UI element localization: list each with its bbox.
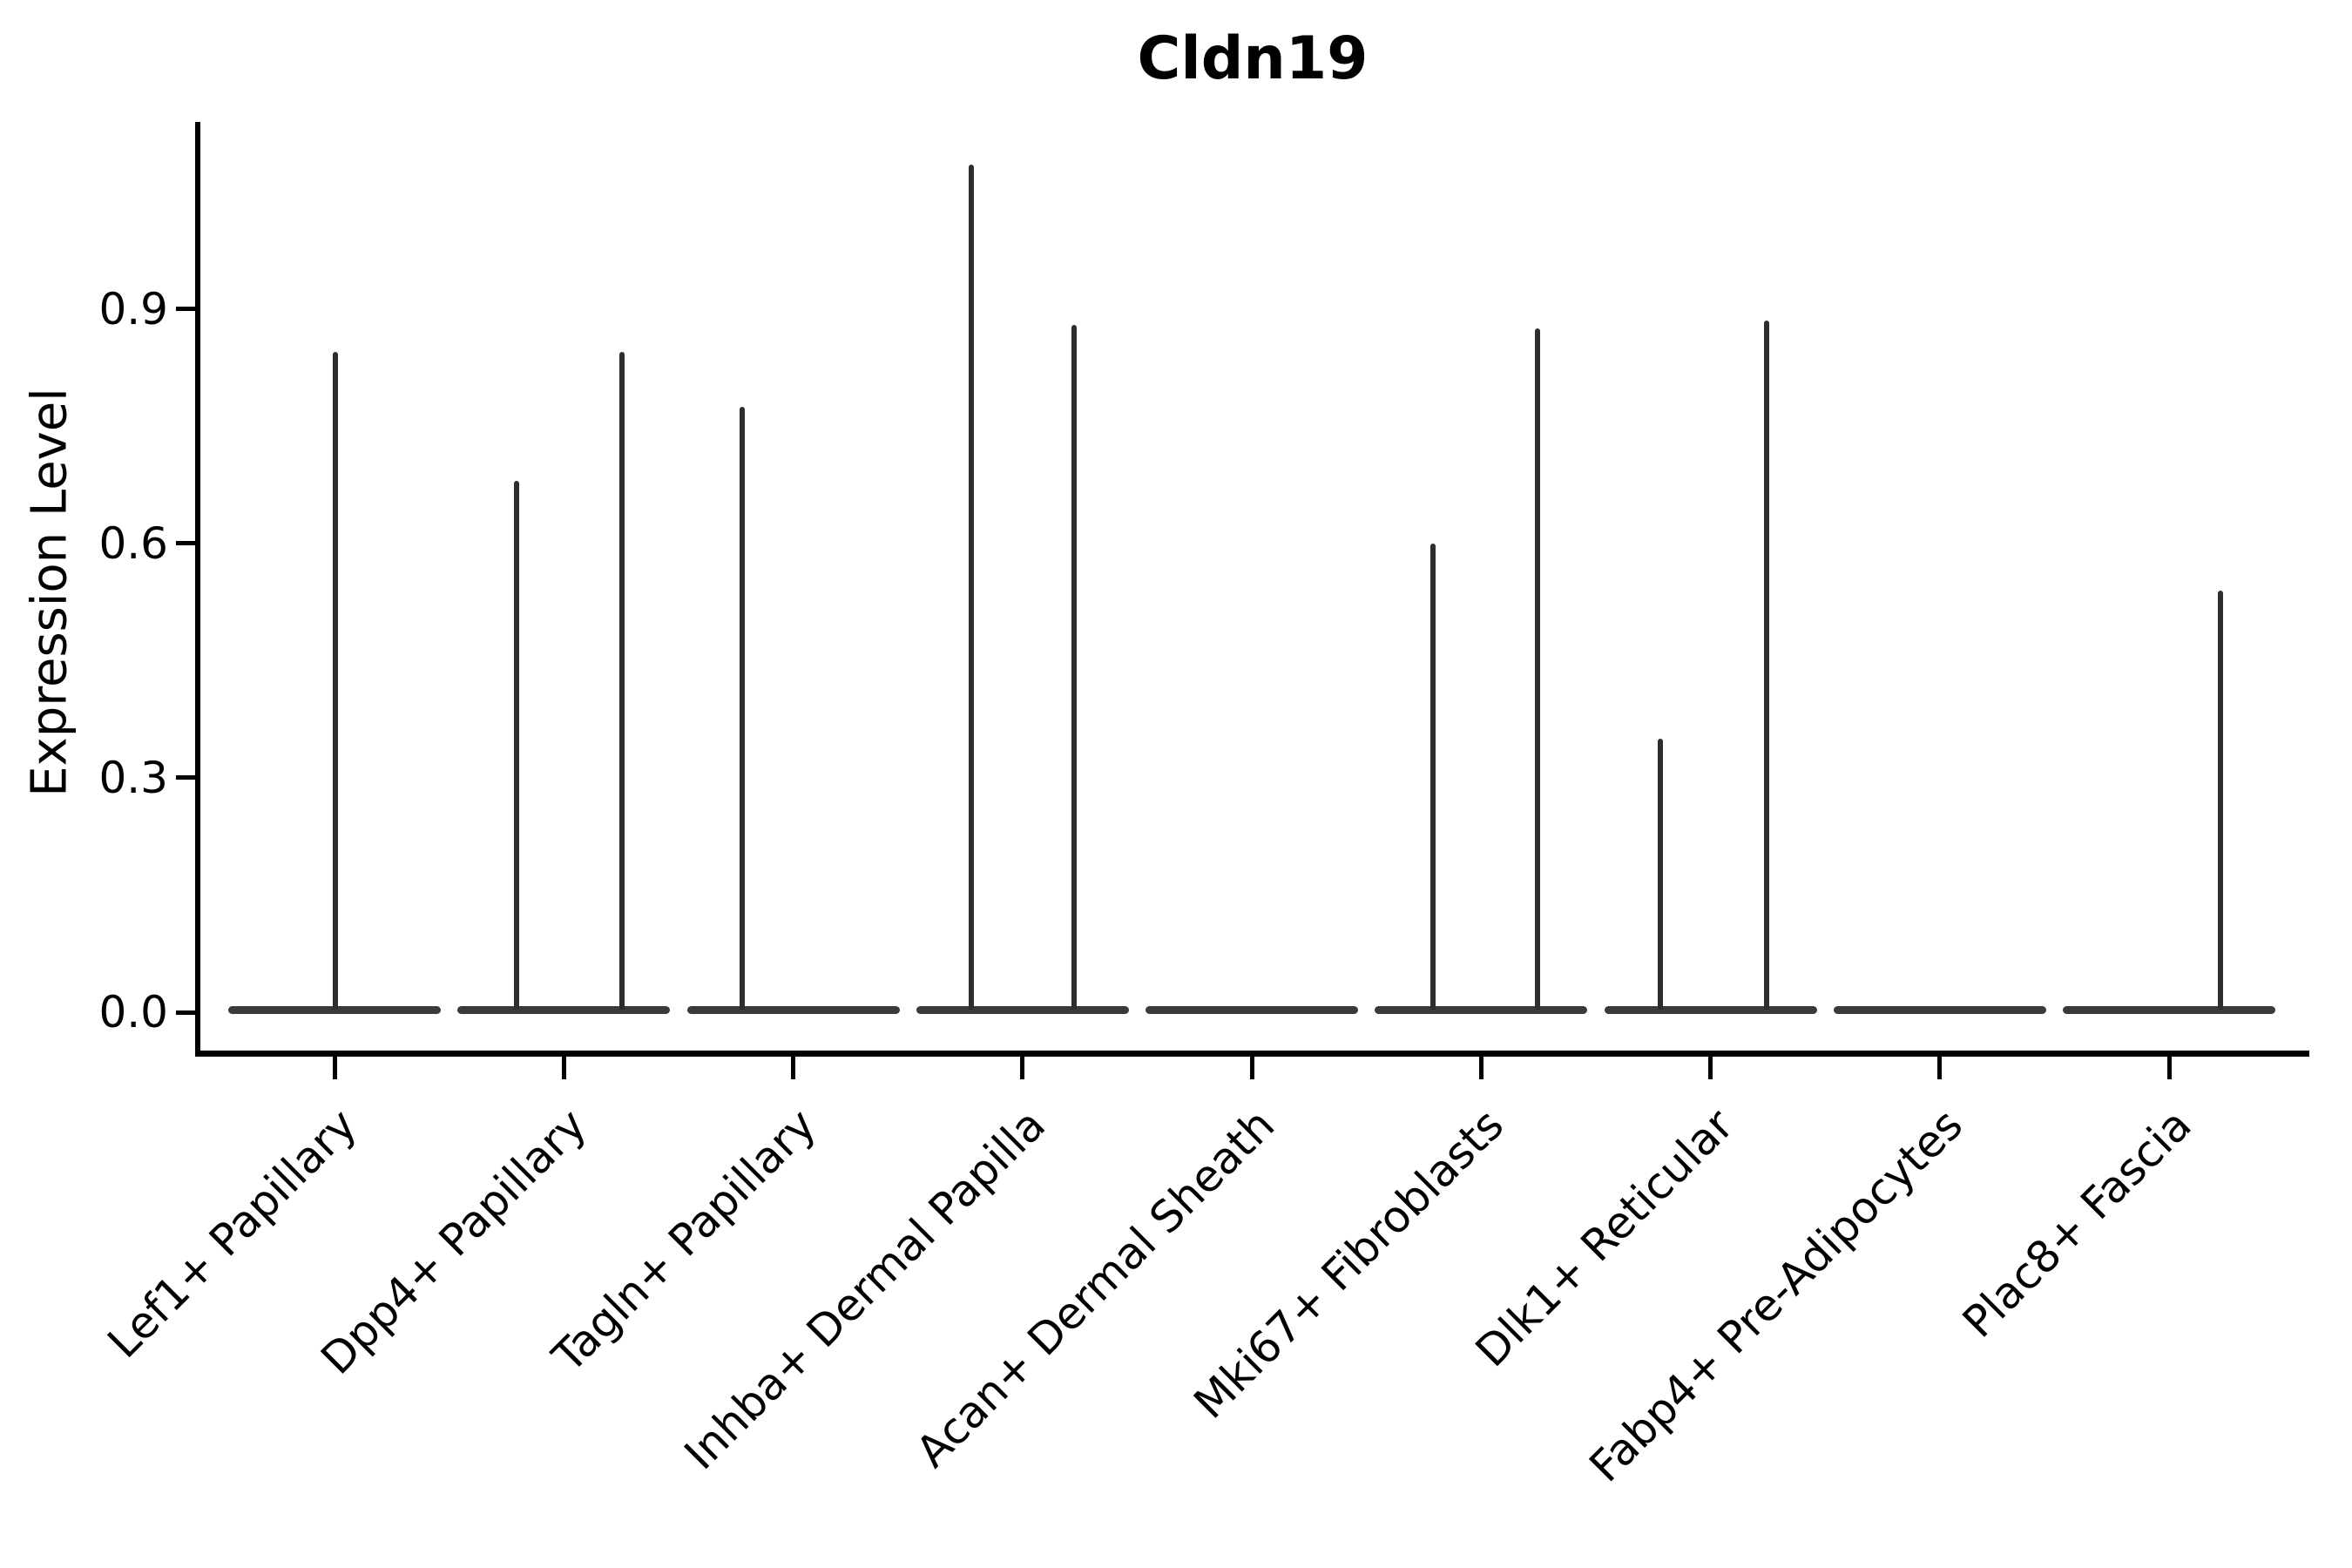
violin-spike — [1763, 321, 1769, 1010]
x-tick — [1020, 1057, 1025, 1079]
violin-spike — [514, 481, 520, 1010]
violin-base — [457, 1005, 671, 1014]
violin-spike — [1535, 328, 1541, 1010]
y-tick — [176, 1010, 195, 1015]
y-tick-label: 0.6 — [98, 517, 168, 569]
violin-spike — [968, 165, 974, 1010]
x-axis-spine — [195, 1051, 2309, 1057]
x-tick — [1937, 1057, 1943, 1079]
violin-base — [916, 1005, 1129, 1014]
y-tick-label: 0.9 — [98, 283, 168, 335]
chart-title: Cldn19 — [1137, 24, 1369, 93]
y-tick-label: 0.0 — [98, 987, 168, 1037]
x-tick — [791, 1057, 795, 1079]
x-tick — [2166, 1057, 2172, 1079]
y-tick — [176, 541, 195, 546]
violin-spike — [739, 407, 745, 1010]
x-tick — [1249, 1057, 1254, 1079]
violin-base — [1375, 1005, 1588, 1014]
x-tick — [1478, 1057, 1484, 1079]
y-tick-label: 0.3 — [98, 752, 168, 803]
x-tick — [561, 1057, 566, 1079]
y-tick — [176, 775, 195, 781]
x-tick-label-text: Lef1+ Papillary — [98, 1099, 368, 1369]
violin-spike — [1430, 543, 1436, 1010]
violin-spike — [2218, 590, 2223, 1010]
x-tick-label-text: Plac8+ Fascia — [1953, 1099, 2202, 1348]
x-tick — [332, 1057, 337, 1079]
y-tick — [176, 307, 195, 312]
violin-base — [686, 1005, 900, 1014]
violin-spike — [333, 352, 338, 1010]
violin-base — [1604, 1005, 1817, 1014]
violin-base — [228, 1005, 441, 1014]
violin-spike — [1657, 739, 1663, 1010]
x-tick-label-text: Fabp4+ Pre-Adipocytes — [1579, 1099, 1972, 1492]
violin-base — [1146, 1005, 1358, 1014]
violin-spike — [619, 352, 625, 1010]
violin-base — [2063, 1005, 2275, 1014]
violin-spike — [1071, 324, 1077, 1010]
y-axis-spine — [195, 122, 200, 1057]
x-tick — [1708, 1057, 1713, 1079]
violin-base — [1833, 1005, 2046, 1014]
y-axis-label: Expression Level — [21, 388, 78, 797]
